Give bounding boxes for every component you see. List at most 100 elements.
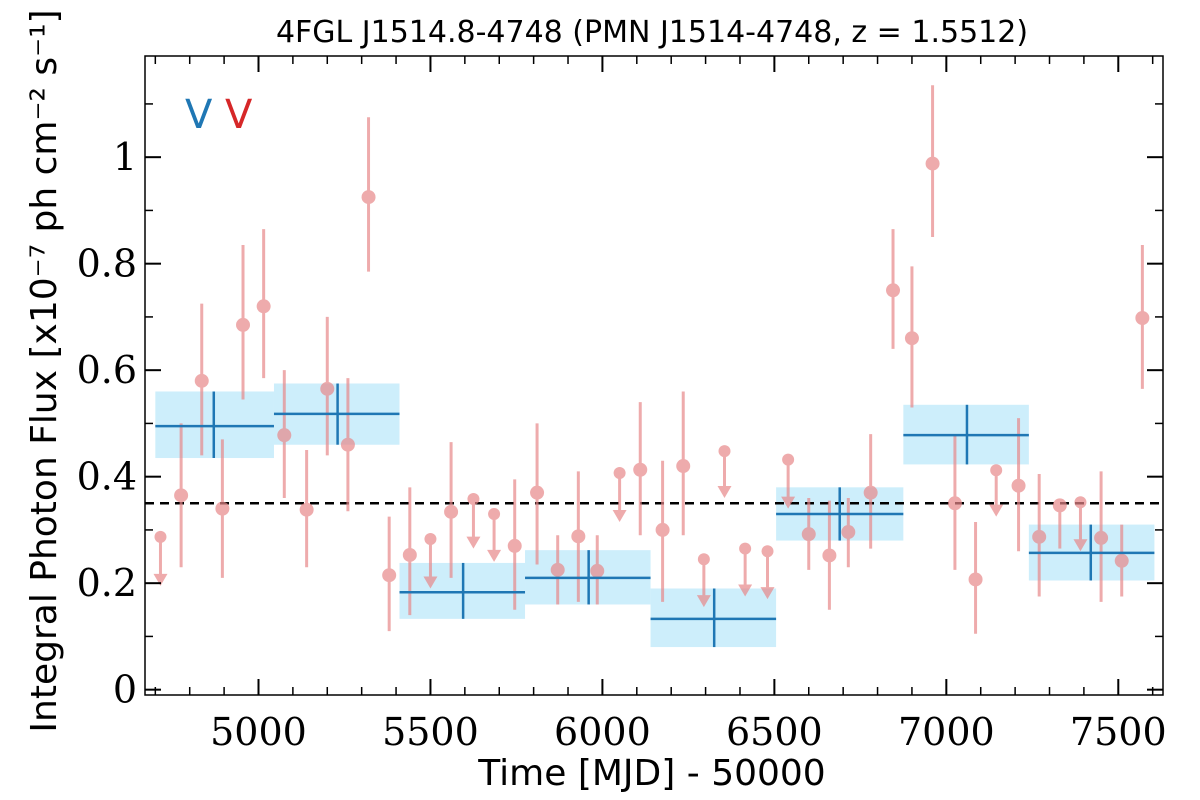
data-point <box>530 423 545 565</box>
upper-limit-dot <box>990 464 1003 477</box>
y-tick-label: 0.8 <box>77 242 137 286</box>
point-marker <box>590 563 605 578</box>
point-marker <box>256 299 271 314</box>
upper-limit-dot <box>761 545 774 558</box>
y-tick-label: 0.6 <box>77 348 137 392</box>
upper-limit <box>612 466 627 522</box>
point-marker <box>277 428 292 443</box>
data-point <box>1032 474 1047 597</box>
point-marker <box>863 485 878 500</box>
upper-limit <box>760 545 775 600</box>
data-point <box>340 378 355 512</box>
upper-limit-dot <box>718 445 731 458</box>
point-marker <box>444 504 459 519</box>
upper-limit-arrow <box>760 587 775 600</box>
upper-limit-dot <box>154 530 167 543</box>
point-marker <box>320 381 335 396</box>
data-point <box>1011 418 1026 552</box>
data-point <box>1094 471 1109 602</box>
point-marker <box>968 572 983 587</box>
v-marker: V <box>185 92 213 138</box>
data-point <box>904 266 919 408</box>
upper-limit <box>153 530 168 586</box>
upper-limit <box>423 532 438 589</box>
data-point <box>402 487 417 616</box>
upper-limit-dot <box>424 532 437 545</box>
upper-limit-arrow <box>466 536 481 549</box>
data-point <box>444 442 459 578</box>
x-tick-label: 6500 <box>726 710 823 754</box>
data-point <box>382 516 397 632</box>
point-marker <box>236 317 251 332</box>
data-point <box>1052 498 1067 549</box>
point-marker <box>361 190 376 205</box>
data-point <box>1135 245 1150 389</box>
data-point <box>863 434 878 549</box>
point-marker <box>633 462 648 477</box>
y-tick-label: 0.4 <box>77 455 137 499</box>
point-marker <box>174 488 189 503</box>
y-tick-label: 1 <box>113 135 137 179</box>
data-point <box>633 402 648 536</box>
point-marker <box>402 547 417 562</box>
upper-limit <box>738 542 753 597</box>
plot-area <box>145 85 1163 648</box>
point-marker <box>822 548 837 563</box>
upper-limit-arrow <box>153 573 168 586</box>
upper-limit <box>989 464 1004 517</box>
data-point <box>655 460 670 602</box>
y-tick-label: 0.2 <box>77 561 137 605</box>
data-point <box>841 497 856 568</box>
data-point <box>277 370 292 498</box>
upper-limit-dot <box>697 553 710 566</box>
upper-limit-dot <box>488 507 501 520</box>
bin-marker <box>525 550 651 605</box>
data-point <box>571 471 586 602</box>
point-marker <box>841 525 856 540</box>
upper-limit-dot <box>739 542 752 555</box>
data-point <box>174 423 189 568</box>
point-marker <box>299 502 314 517</box>
data-point <box>320 316 335 456</box>
data-point <box>968 521 983 634</box>
upper-limit-arrow <box>1073 539 1088 552</box>
data-point <box>822 500 837 610</box>
data-point <box>801 497 816 570</box>
point-marker <box>530 485 545 500</box>
point-marker <box>1011 478 1026 493</box>
upper-limit-arrow <box>781 496 796 509</box>
data-point <box>236 245 251 400</box>
upper-limit-arrow <box>738 584 753 597</box>
data-point <box>215 439 230 578</box>
point-marker <box>194 373 209 388</box>
upper-limit <box>717 445 732 498</box>
bin-marker <box>1028 524 1155 581</box>
upper-limit <box>696 553 711 608</box>
y-tick-label: 0 <box>113 668 137 712</box>
x-tick-label: 7000 <box>898 710 995 754</box>
upper-limit-arrow <box>717 485 732 498</box>
data-point <box>256 229 271 379</box>
point-marker <box>507 538 522 553</box>
data-point <box>886 229 901 349</box>
upper-limit-arrow <box>612 509 627 522</box>
data-point <box>676 391 691 536</box>
bin-marker <box>903 404 1029 465</box>
upper-limit <box>466 493 481 549</box>
data-point <box>1114 524 1129 597</box>
point-marker <box>215 501 230 516</box>
point-marker <box>655 522 670 537</box>
x-tick-label: 7500 <box>1070 710 1167 754</box>
bin-marker <box>399 562 526 619</box>
bin-marker <box>650 588 777 648</box>
data-point <box>550 535 565 605</box>
point-marker <box>801 527 816 542</box>
point-marker <box>550 562 565 577</box>
data-point <box>947 434 962 570</box>
upper-limit-arrow <box>487 549 502 562</box>
data-point <box>299 450 314 568</box>
v-marker: V <box>225 92 253 138</box>
upper-limit-dot <box>613 466 626 479</box>
